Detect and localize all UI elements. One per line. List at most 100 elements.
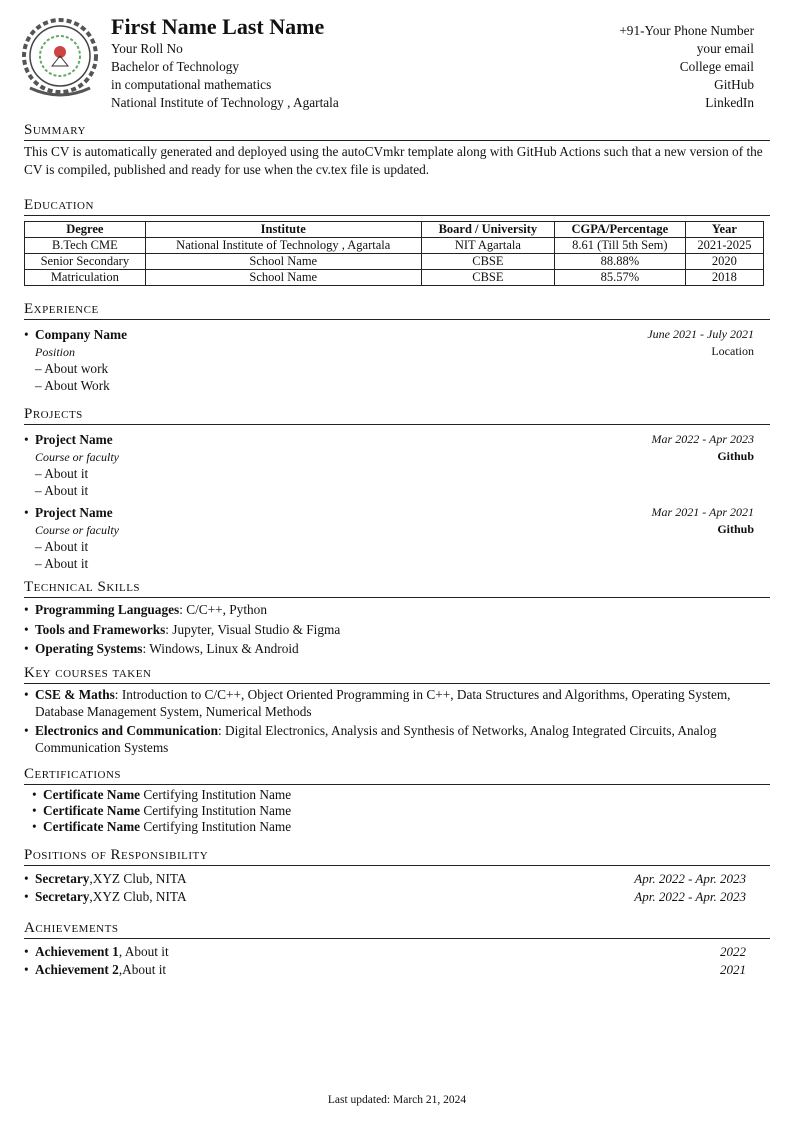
institute: National Institute of Technology , Agart… (111, 95, 339, 110)
certificate-institution: Certifying Institution Name (140, 819, 292, 834)
cell: NIT Agartala (420, 237, 555, 254)
certificate-institution: Certifying Institution Name (140, 787, 292, 802)
branch: in computational mathematics (111, 77, 272, 92)
github-link[interactable]: GitHub (714, 77, 754, 92)
dates: Apr. 2022 - Apr. 2023 (634, 889, 746, 904)
section-heading: Positions of Responsibility (24, 846, 770, 866)
location: Location (711, 344, 754, 358)
column-header: Board / University (420, 221, 555, 238)
phone[interactable]: +91-Your Phone Number (619, 23, 754, 38)
education-table: Degree Institute Board / University CGPA… (24, 221, 765, 286)
cell: 2020 (684, 253, 765, 270)
skill-label: Tools and Frameworks (35, 621, 166, 637)
point: About it (44, 466, 89, 481)
linkedin-link[interactable]: LinkedIn (705, 95, 754, 110)
dates: June 2021 - July 2021 (647, 327, 754, 341)
skill-label: Programming Languages (35, 602, 180, 617)
cell: B.Tech CME (24, 237, 146, 254)
achievements-section: Achievements • Achievement 1, About it 202… (24, 919, 770, 979)
positions-section: Positions of Responsibility • Secretary,X… (24, 846, 770, 906)
github-link[interactable]: Github (717, 449, 754, 463)
section-heading: Education (24, 196, 770, 216)
email-link[interactable]: your email (696, 41, 754, 56)
achievement-text: , About it (118, 944, 169, 959)
role: Secretary (35, 871, 90, 886)
skill-value: : Jupyter, Visual Studio & Figma (165, 621, 341, 637)
company-name: Company Name (35, 327, 127, 342)
certificate-item: • Certificate Name Certifying Institution… (32, 819, 292, 834)
column-header: Year (684, 221, 765, 238)
point: About it (44, 556, 89, 571)
cell: Senior Secondary (24, 253, 146, 270)
cell: 85.57% (553, 269, 686, 286)
column-header: Institute (144, 221, 422, 238)
course-list: : Introduction to C/C++, Object Oriented… (35, 687, 731, 719)
skill-item: • Programming Languages: C/C++, Python (24, 602, 267, 617)
achievement-name: Achievement 1 (35, 944, 119, 959)
project-item: • Project Name Mar 2022 - Apr 2023 Course … (24, 432, 754, 498)
section-heading: Technical Skills (24, 578, 770, 598)
column-header: Degree (24, 221, 146, 238)
cell: School Name (144, 269, 422, 286)
certificate-item: • Certificate Name Certifying Institution… (32, 787, 292, 802)
skill-label: Operating Systems (35, 641, 143, 656)
section-heading: Certifications (24, 765, 770, 785)
skills-section: Technical Skills • Programming Languages:… (24, 578, 770, 659)
certificate-item: • Certificate Name Certifying Institution… (32, 803, 292, 818)
certificate-institution: Certifying Institution Name (140, 803, 292, 818)
cell: 2018 (684, 269, 765, 286)
section-heading: Experience (24, 300, 770, 320)
cell: 8.61 (Till 5th Sem) (553, 237, 686, 254)
cell: CBSE (420, 269, 555, 286)
position: Position (35, 345, 76, 359)
position-item: • Secretary,XYZ Club, NITA Apr. 2022 - Apr… (24, 889, 746, 904)
achievement-item: • Achievement 2,About it 2021 (24, 962, 746, 977)
cell: School Name (144, 253, 422, 270)
course-item: • Electronics and Communication: Digital … (24, 723, 717, 755)
organization: ,XYZ Club, NITA (89, 871, 187, 886)
achievement-name: Achievement 2 (35, 962, 119, 977)
cell: National Institute of Technology , Agart… (144, 237, 422, 254)
point: About it (44, 483, 89, 498)
table-row: B.Tech CME National Institute of Technolo… (24, 237, 765, 254)
dates: Apr. 2022 - Apr. 2023 (634, 871, 746, 886)
roll-no: Your Roll No (111, 41, 183, 56)
cell: Matriculation (24, 269, 146, 286)
organization: ,XYZ Club, NITA (89, 889, 187, 904)
institute-logo (22, 18, 98, 97)
column-header: CGPA/Percentage (553, 221, 686, 238)
summary-section: Summary This CV is automatically generat… (24, 121, 770, 179)
dates: Mar 2021 - Apr 2021 (651, 505, 754, 519)
achievement-text: ,About it (118, 962, 167, 977)
project-name: Project Name (35, 505, 113, 520)
certificate-name: Certificate Name (43, 803, 141, 818)
certificate-name: Certificate Name (43, 787, 141, 802)
github-link[interactable]: Github (717, 522, 754, 536)
course: Course or faculty (35, 523, 119, 537)
project-name: Project Name (35, 432, 113, 447)
projects-section: Projects • Project Name Mar 2022 - Apr 202… (24, 405, 770, 572)
summary-text: This CV is automatically generated and d… (24, 144, 763, 177)
course-label: Electronics and Communication (35, 723, 218, 738)
achievement-item: • Achievement 1, About it 2022 (24, 944, 746, 959)
role: Secretary (35, 889, 90, 904)
skill-item: • Tools and Frameworks: Jupyter, Visual S… (24, 621, 341, 637)
certificate-name: Certificate Name (43, 819, 141, 834)
experience-item: • Company Name June 2021 - July 2021 Posit… (24, 327, 754, 393)
course-item: • CSE & Maths: Introduction to C/C++, Obj… (24, 687, 731, 719)
college-email-link[interactable]: College email (679, 59, 754, 74)
section-heading: Key courses taken (24, 664, 770, 684)
skill-value: : C/C++, Python (179, 602, 267, 617)
experience-section: Experience • Company Name June 2021 - July… (24, 300, 770, 394)
year: 2022 (720, 944, 746, 959)
course-list: : Digital Electronics, Analysis and Synt… (35, 723, 717, 755)
point: About it (44, 539, 89, 554)
dates: Mar 2022 - Apr 2023 (651, 432, 754, 446)
certifications-section: Certifications • Certificate Name Certify… (24, 765, 770, 835)
degree: Bachelor of Technology (111, 59, 240, 74)
section-heading: Summary (24, 121, 770, 141)
cell: 2021-2025 (684, 237, 765, 254)
skill-item: • Operating Systems: Windows, Linux & And… (24, 641, 299, 656)
section-heading: Projects (24, 405, 770, 425)
